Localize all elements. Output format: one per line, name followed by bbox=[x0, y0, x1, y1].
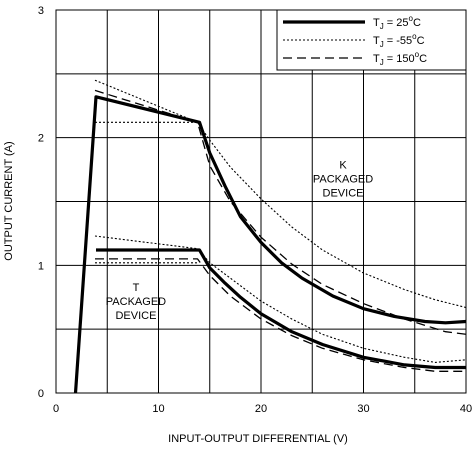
legend-box bbox=[276, 9, 467, 71]
legend-label: TJ = 25oC bbox=[373, 14, 421, 31]
series-layer bbox=[73, 79, 467, 394]
y-tick-label: 2 bbox=[38, 133, 44, 145]
legend-item-dotted: TJ = -55oC bbox=[283, 32, 425, 49]
annotation-line: PACKAGED bbox=[106, 296, 166, 308]
annotation-k-packaged: K PACKAGED DEVICE bbox=[313, 160, 373, 200]
annotation-line: K bbox=[339, 160, 347, 172]
annotations: K PACKAGED DEVICE T PACKAGED DEVICE bbox=[106, 160, 373, 323]
y-axis-label: OUTPUT CURRENT (A) bbox=[3, 141, 15, 260]
x-tick-label: 40 bbox=[460, 403, 472, 415]
series-line-dashed bbox=[95, 258, 466, 372]
x-axis-label: INPUT-OUTPUT DIFFERENTIAL (V) bbox=[168, 433, 348, 445]
annotation-line: T bbox=[133, 282, 140, 294]
grid bbox=[56, 10, 466, 393]
annotation-line: PACKAGED bbox=[313, 174, 373, 186]
x-tick-label: 0 bbox=[53, 403, 59, 415]
y-tick-label: 3 bbox=[38, 5, 44, 17]
legend-label: TJ = 150oC bbox=[373, 50, 427, 67]
annotation-t-packaged: T PACKAGED DEVICE bbox=[106, 282, 166, 322]
annotation-line: DEVICE bbox=[115, 310, 156, 322]
series-line-solid bbox=[73, 95, 467, 394]
legend-item-solid: TJ = 25oC bbox=[283, 14, 421, 31]
series-line-dotted bbox=[94, 79, 467, 309]
series-line-dotted bbox=[94, 235, 467, 363]
tick-labels: 0 10 20 30 40 0 1 2 3 bbox=[38, 5, 472, 415]
legend-label: TJ = -55oC bbox=[373, 32, 425, 49]
legend-item-dashed: TJ = 150oC bbox=[283, 50, 427, 67]
series-line-solid bbox=[96, 248, 466, 370]
y-tick-label: 1 bbox=[38, 260, 44, 272]
y-tick-label: 0 bbox=[38, 388, 44, 400]
series-line-dashed bbox=[94, 89, 467, 335]
x-tick-label: 20 bbox=[255, 403, 267, 415]
x-tick-label: 10 bbox=[152, 403, 164, 415]
annotation-line: DEVICE bbox=[323, 188, 364, 200]
plot-frame bbox=[55, 9, 467, 394]
x-tick-label: 30 bbox=[357, 403, 369, 415]
